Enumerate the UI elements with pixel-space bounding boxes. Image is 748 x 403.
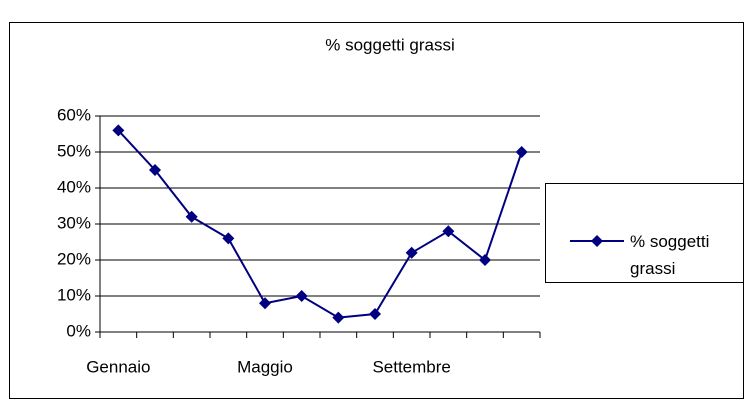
- series-line: [117, 129, 523, 319]
- marker: [185, 210, 198, 223]
- marker: [515, 146, 528, 158]
- y-tick-label: 10%: [57, 285, 91, 304]
- x-tick-label: Settembre: [372, 357, 450, 376]
- marker: [405, 246, 418, 259]
- y-tick-label: 0%: [66, 321, 91, 340]
- legend-label: % soggetti grassi: [630, 232, 710, 278]
- legend-box: [545, 183, 744, 283]
- x-tick-label: Gennaio: [86, 357, 150, 376]
- y-tick-label: 40%: [57, 177, 91, 196]
- marker: [222, 232, 235, 245]
- marker: [149, 164, 161, 176]
- marker: [442, 225, 455, 238]
- marker: [369, 308, 381, 320]
- y-tick-label: 60%: [57, 105, 91, 124]
- marker: [259, 297, 271, 310]
- marker: [479, 254, 491, 266]
- marker: [332, 311, 345, 324]
- y-tick-label: 30%: [57, 213, 91, 232]
- chart-title: % soggetti grassi: [325, 35, 454, 54]
- y-tick-label: 20%: [57, 249, 91, 268]
- x-tick-label: Maggio: [237, 357, 293, 376]
- marker: [295, 290, 308, 302]
- marker: [112, 124, 125, 137]
- legend-marker: [591, 235, 603, 247]
- y-tick-label: 50%: [57, 141, 91, 160]
